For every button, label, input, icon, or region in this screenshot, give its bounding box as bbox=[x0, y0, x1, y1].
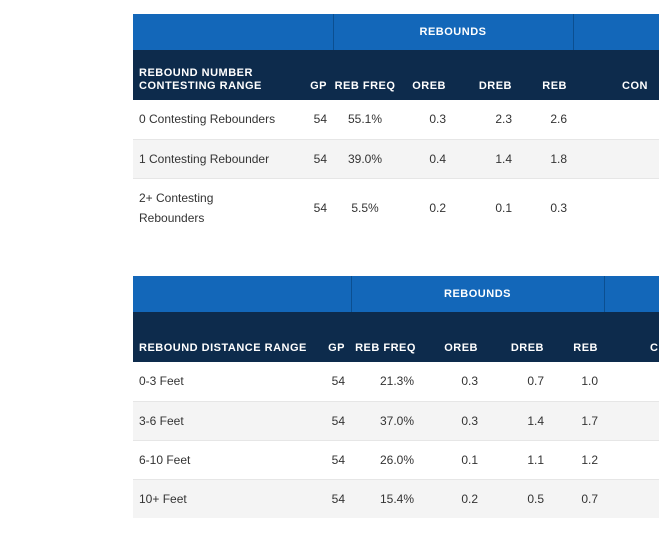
cell-range: 0-3 Feet bbox=[133, 362, 312, 402]
cell-reb: 1.8 bbox=[518, 139, 574, 179]
distance-range-table: REBOUNDS REBOUND DISTANCE RANGE GP REB F… bbox=[133, 276, 659, 518]
cell-reb-freq: 26.0% bbox=[351, 440, 420, 480]
cell-truncated bbox=[604, 440, 659, 480]
col-header-gp[interactable]: GP bbox=[293, 50, 333, 100]
col-header-dreb[interactable]: DREB bbox=[452, 50, 518, 100]
cell-dreb: 1.4 bbox=[484, 401, 550, 441]
cell-reb-freq: 15.4% bbox=[351, 479, 420, 518]
cell-truncated bbox=[573, 178, 659, 238]
col-header-truncated[interactable]: C bbox=[604, 312, 659, 362]
cell-reb: 0.7 bbox=[550, 479, 605, 518]
cell-dreb: 1.1 bbox=[484, 440, 550, 480]
cell-reb: 0.3 bbox=[518, 178, 574, 238]
group-header-blank bbox=[133, 276, 351, 312]
cell-gp: 54 bbox=[293, 178, 333, 238]
cell-reb-freq: 21.3% bbox=[351, 362, 420, 402]
col-header-gp[interactable]: GP bbox=[312, 312, 351, 362]
col-header-range[interactable]: REBOUND NUMBER CONTESTING RANGE bbox=[133, 50, 293, 100]
contesting-range-table: REBOUNDS REBOUND NUMBER CONTESTING RANGE… bbox=[133, 14, 659, 238]
cell-truncated bbox=[604, 362, 659, 402]
cell-oreb: 0.3 bbox=[420, 362, 484, 402]
table-row: 0 Contesting Rebounders 54 55.1% 0.3 2.3… bbox=[133, 100, 659, 140]
cell-oreb: 0.1 bbox=[420, 440, 484, 480]
col-header-range[interactable]: REBOUND DISTANCE RANGE bbox=[133, 312, 312, 362]
col-header-oreb[interactable]: OREB bbox=[420, 312, 484, 362]
cell-oreb: 0.2 bbox=[397, 178, 452, 238]
cell-range: 6-10 Feet bbox=[133, 440, 312, 480]
col-header-reb[interactable]: REB bbox=[550, 312, 605, 362]
contesting-range-table-container[interactable]: REBOUNDS REBOUND NUMBER CONTESTING RANGE… bbox=[133, 14, 659, 238]
cell-reb: 1.7 bbox=[550, 401, 605, 441]
cell-range: 1 Contesting Rebounder bbox=[133, 139, 293, 179]
cell-range: 2+ Contesting Rebounders bbox=[133, 178, 293, 238]
cell-gp: 54 bbox=[312, 401, 351, 441]
col-header-oreb[interactable]: OREB bbox=[397, 50, 452, 100]
group-header-next bbox=[572, 14, 659, 50]
group-header-rebounds: REBOUNDS bbox=[332, 14, 574, 50]
col-header-reb-freq[interactable]: REB FREQ bbox=[333, 50, 397, 100]
cell-dreb: 0.5 bbox=[484, 479, 550, 518]
table-row: 0-3 Feet 54 21.3% 0.3 0.7 1.0 bbox=[133, 362, 659, 402]
cell-reb: 2.6 bbox=[518, 100, 574, 140]
table-row: 1 Contesting Rebounder 54 39.0% 0.4 1.4 … bbox=[133, 139, 659, 179]
cell-gp: 54 bbox=[312, 479, 351, 518]
cell-dreb: 0.1 bbox=[452, 178, 518, 238]
table-row: 2+ Contesting Rebounders 54 5.5% 0.2 0.1… bbox=[133, 178, 659, 238]
cell-oreb: 0.2 bbox=[420, 479, 484, 518]
group-header-row: REBOUNDS bbox=[133, 276, 659, 312]
cell-truncated bbox=[604, 401, 659, 441]
column-header-row: REBOUND DISTANCE RANGE GP REB FREQ OREB … bbox=[133, 312, 659, 362]
cell-dreb: 0.7 bbox=[484, 362, 550, 402]
column-header-row: REBOUND NUMBER CONTESTING RANGE GP REB F… bbox=[133, 50, 659, 100]
group-header-blank bbox=[133, 14, 333, 50]
table-row: 3-6 Feet 54 37.0% 0.3 1.4 1.7 bbox=[133, 401, 659, 441]
cell-reb-freq: 37.0% bbox=[351, 401, 420, 441]
cell-gp: 54 bbox=[312, 362, 351, 402]
cell-truncated bbox=[573, 100, 659, 140]
cell-range: 0 Contesting Rebounders bbox=[133, 100, 293, 140]
cell-dreb: 1.4 bbox=[452, 139, 518, 179]
cell-reb: 1.0 bbox=[550, 362, 605, 402]
cell-dreb: 2.3 bbox=[452, 100, 518, 140]
cell-gp: 54 bbox=[293, 100, 333, 140]
table-row: 6-10 Feet 54 26.0% 0.1 1.1 1.2 bbox=[133, 440, 659, 480]
cell-oreb: 0.3 bbox=[397, 100, 452, 140]
distance-range-table-container[interactable]: REBOUNDS REBOUND DISTANCE RANGE GP REB F… bbox=[133, 276, 659, 518]
cell-truncated bbox=[573, 139, 659, 179]
cell-reb: 1.2 bbox=[550, 440, 605, 480]
cell-oreb: 0.3 bbox=[420, 401, 484, 441]
group-header-row: REBOUNDS bbox=[133, 14, 659, 50]
cell-range: 3-6 Feet bbox=[133, 401, 312, 441]
cell-range: 10+ Feet bbox=[133, 479, 312, 518]
cell-gp: 54 bbox=[293, 139, 333, 179]
cell-reb-freq: 55.1% bbox=[333, 100, 397, 140]
cell-truncated bbox=[604, 479, 659, 518]
col-header-dreb[interactable]: DREB bbox=[484, 312, 550, 362]
group-header-next bbox=[603, 276, 659, 312]
cell-gp: 54 bbox=[312, 440, 351, 480]
cell-reb-freq: 5.5% bbox=[333, 178, 397, 238]
col-header-reb-freq[interactable]: REB FREQ bbox=[351, 312, 420, 362]
table-row: 10+ Feet 54 15.4% 0.2 0.5 0.7 bbox=[133, 479, 659, 518]
cell-oreb: 0.4 bbox=[397, 139, 452, 179]
col-header-reb[interactable]: REB bbox=[518, 50, 574, 100]
col-header-truncated[interactable]: CON bbox=[573, 50, 659, 100]
cell-reb-freq: 39.0% bbox=[333, 139, 397, 179]
group-header-rebounds: REBOUNDS bbox=[350, 276, 605, 312]
